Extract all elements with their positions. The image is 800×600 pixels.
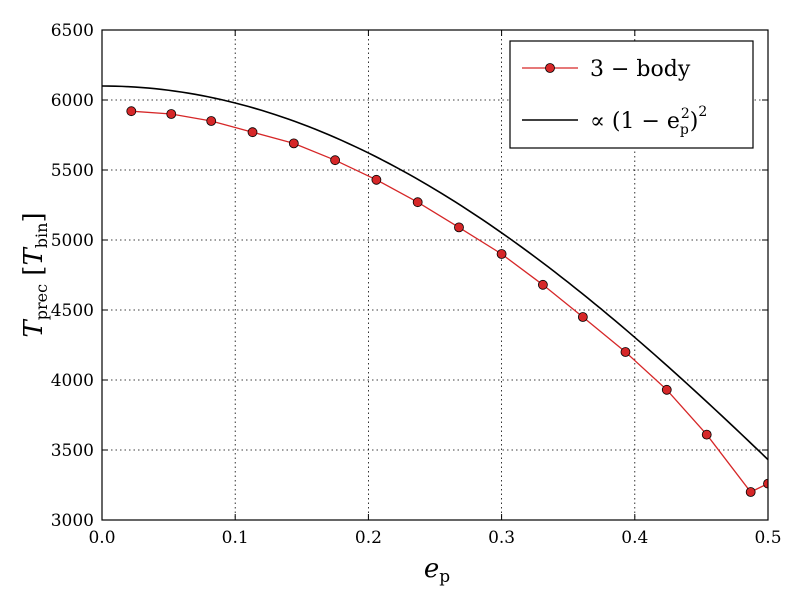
x-tick-label: 0.1	[222, 528, 249, 548]
series-3body-point	[701, 429, 712, 440]
series-analytic-line	[102, 85, 768, 461]
y-tick-label: 6000	[51, 91, 94, 111]
y-tick-label: 3500	[51, 441, 94, 461]
series-3body-point	[166, 109, 177, 119]
series-3body-point	[454, 222, 464, 233]
series-3body-line	[131, 110, 768, 493]
y-tick-label: 5500	[51, 161, 94, 181]
y-tick-label: 4000	[51, 371, 94, 391]
x-tick-label: 0.2	[355, 528, 382, 548]
y-axis-label: Tprec [Tbin]	[19, 212, 51, 337]
tick-labels: 0.0 0.1 0.2 0.3 0.4 0.5 3000 3500 4000 4500 5000 55…	[51, 21, 782, 548]
plot-frame	[101, 29, 769, 521]
legend-label-3body: 3 − body	[590, 57, 691, 82]
series-3body-point	[206, 116, 217, 126]
series-3body-point	[763, 478, 768, 489]
x-tick-label: 0.5	[754, 528, 781, 548]
series-3body-point	[412, 197, 423, 208]
series-clip-group	[102, 85, 768, 497]
tick-marks	[101, 29, 769, 521]
series-3body-point	[288, 138, 299, 149]
x-axis-label: ep	[424, 554, 450, 587]
series-3body-point	[745, 487, 756, 497]
series-3body-point	[577, 312, 588, 322]
y-tick-label: 4500	[51, 301, 94, 321]
series-3body-point	[330, 155, 341, 166]
y-tick-label: 6500	[51, 21, 94, 41]
series-3body-point	[620, 347, 631, 357]
series-3body-point	[247, 127, 258, 138]
x-tick-label: 0.3	[488, 528, 515, 548]
series-3body-point	[537, 279, 548, 290]
series-3body-point	[661, 384, 672, 395]
series-3body-point	[371, 174, 382, 185]
legend: 3 − body ∝ (1 − ep2)2	[509, 40, 754, 149]
y-tick-label: 3000	[51, 511, 94, 531]
svg-text:Tprec [Tbin]: Tprec [Tbin]	[19, 212, 51, 337]
legend-marker-3body	[545, 63, 555, 73]
y-tick-label: 5000	[51, 231, 94, 251]
legend-label-analytic: ∝ (1 − ep2)2	[590, 104, 707, 138]
series-3body-point	[126, 106, 137, 117]
x-tick-label: 0.4	[621, 528, 648, 548]
legend-box	[509, 40, 754, 149]
series-3body-point	[496, 249, 507, 259]
series-layer	[102, 85, 768, 497]
x-tick-label: 0.0	[88, 528, 115, 548]
